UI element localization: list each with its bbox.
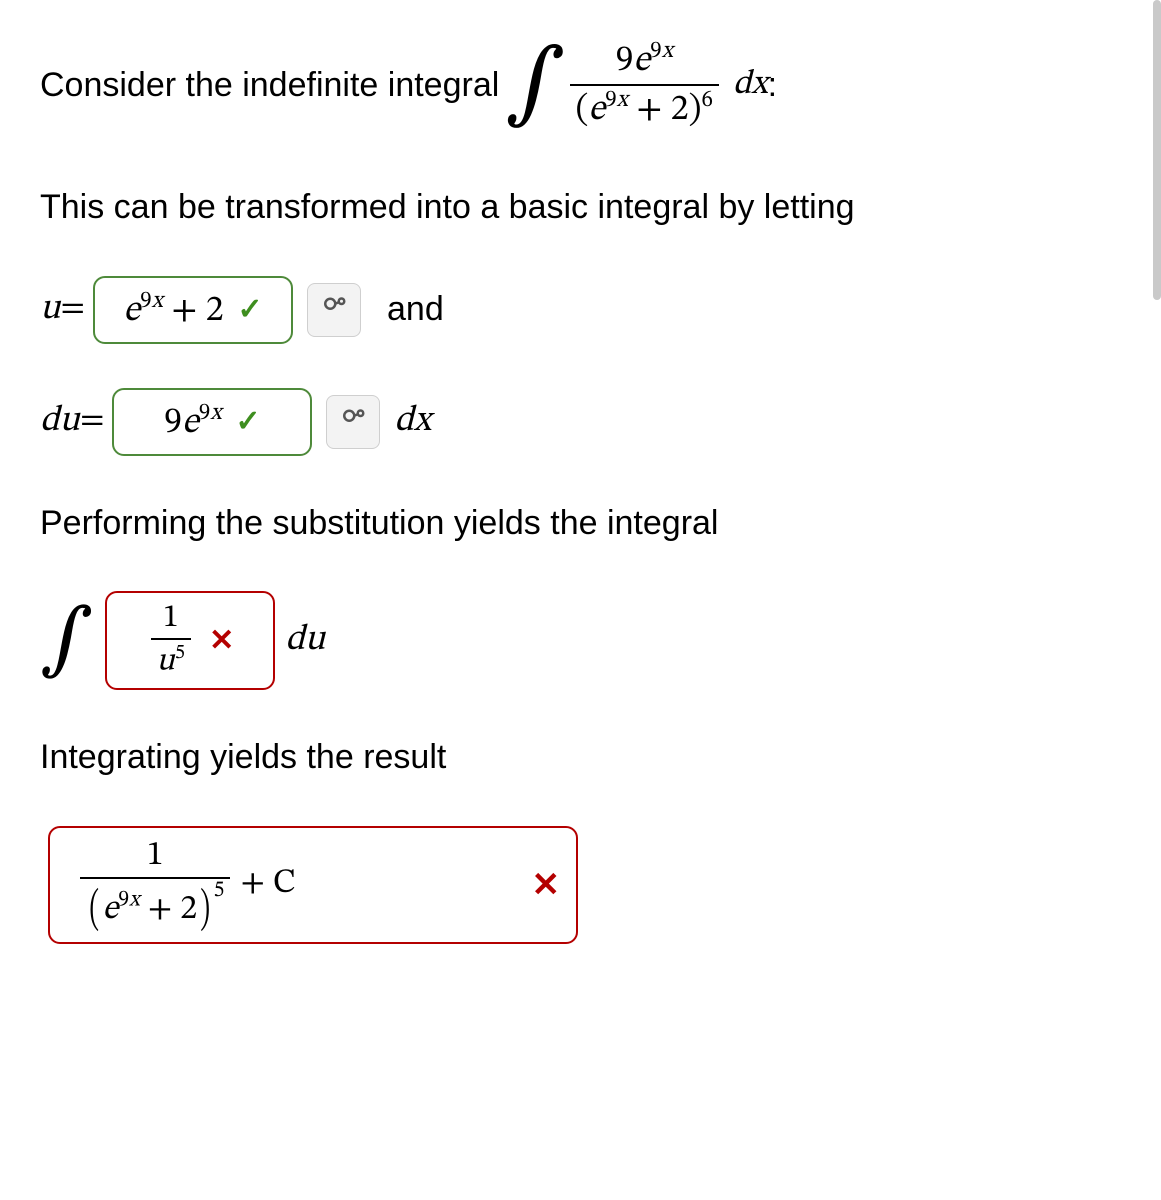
num-coeff: 9	[616, 43, 634, 79]
final-answer-row: 1 (e9x + 2)5 + C ✕	[40, 826, 1121, 944]
formatting-icon	[338, 407, 368, 437]
intro-suffix: :	[768, 66, 777, 105]
du-row: du = 9e9x ✓ dx	[40, 388, 1121, 456]
equation-editor-button[interactable]	[307, 283, 361, 337]
checkmark-icon: ✓	[238, 292, 263, 327]
du-answer-input[interactable]: 9e9x ✓	[112, 388, 312, 456]
checkmark-icon: ✓	[236, 404, 261, 439]
final-answer-value: 1 (e9x + 2)5 + C	[76, 836, 518, 934]
u-answer-value: e9x + 2	[123, 286, 223, 334]
du-exp-9: 9	[199, 401, 211, 425]
perform-text: Performing the substitution yields the i…	[40, 500, 1121, 548]
du-label: du	[40, 399, 80, 444]
scrollbar-thumb[interactable]	[1153, 0, 1161, 300]
du-answer-value: 9e9x	[164, 398, 221, 446]
and-text: and	[387, 290, 444, 329]
formatting-icon	[319, 295, 349, 325]
equals-sign-2: =	[80, 400, 104, 443]
equation-editor-button[interactable]	[326, 395, 380, 449]
result-text: Integrating yields the result	[40, 734, 1121, 782]
cross-icon: ✕	[532, 865, 561, 905]
substituted-integral-row: ∫ 1 u5 ✕ du	[40, 591, 1121, 690]
final-answer-input[interactable]: 1 (e9x + 2)5 + C ✕	[48, 826, 578, 944]
u-row: u = e9x + 2 ✓ and	[40, 276, 1121, 344]
substituted-integrand-value: 1 u5	[147, 599, 196, 682]
cross-icon: ✕	[209, 623, 234, 658]
integral-sign: ∫	[505, 30, 565, 140]
du-differential: du	[285, 618, 325, 663]
problem-statement: Consider the indefinite integral ∫ 9e9x …	[40, 30, 1121, 140]
equals-sign: =	[61, 288, 85, 331]
u-exp-9: 9	[140, 289, 152, 313]
u-answer-input[interactable]: e9x + 2 ✓	[93, 276, 293, 344]
integral-fraction: 9e9x (e9x + 2)6	[570, 37, 720, 132]
intro-text: Consider the indefinite integral	[40, 66, 499, 105]
dx-label: dx	[394, 399, 431, 444]
u-label: u	[40, 287, 61, 332]
transform-text: This can be transformed into a basic int…	[40, 184, 1121, 232]
integral-sign: ∫	[40, 592, 93, 690]
substituted-integrand-input[interactable]: 1 u5 ✕	[105, 591, 275, 690]
